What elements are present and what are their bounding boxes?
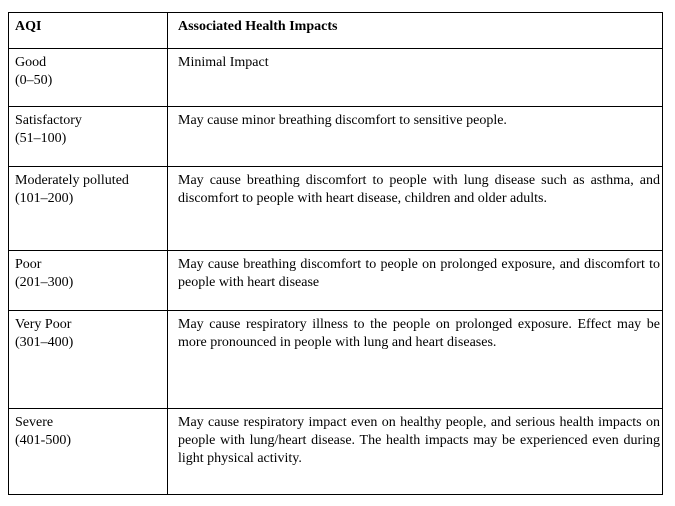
- aqi-range: (51–100): [15, 131, 67, 146]
- table-row: Good (0–50) Minimal Impact: [8, 48, 663, 107]
- table-row: Poor (201–300) May cause breathing disco…: [8, 250, 663, 311]
- aqi-range: (201–300): [15, 275, 74, 290]
- aqi-category: Severe: [15, 415, 54, 430]
- table-row: Severe (401-500) May cause respiratory i…: [8, 408, 663, 495]
- aqi-category: Satisfactory: [15, 113, 82, 128]
- table-row: Moderately polluted (101–200) May cause …: [8, 166, 663, 251]
- impact-cell: Minimal Impact: [167, 48, 663, 107]
- aqi-category: Very Poor: [15, 317, 72, 332]
- header-health-impacts: Associated Health Impacts: [167, 12, 663, 49]
- table-row: Very Poor (301–400) May cause respirator…: [8, 310, 663, 409]
- aqi-cell: Severe (401-500): [8, 408, 168, 495]
- impact-cell: May cause breathing discomfort to people…: [167, 250, 663, 311]
- aqi-category: Poor: [15, 257, 42, 272]
- aqi-cell: Satisfactory (51–100): [8, 106, 168, 167]
- aqi-category: Moderately polluted: [15, 173, 129, 188]
- aqi-range: (301–400): [15, 335, 74, 350]
- table-row: Satisfactory (51–100) May cause minor br…: [8, 106, 663, 167]
- aqi-range: (0–50): [15, 73, 53, 88]
- impact-cell: May cause respiratory impact even on hea…: [167, 408, 663, 495]
- aqi-cell: Moderately polluted (101–200): [8, 166, 168, 251]
- aqi-table: AQI Associated Health Impacts Good (0–50…: [8, 12, 663, 495]
- aqi-cell: Very Poor (301–400): [8, 310, 168, 409]
- header-row: AQI Associated Health Impacts: [8, 12, 663, 49]
- impact-cell: May cause minor breathing discomfort to …: [167, 106, 663, 167]
- impact-cell: May cause breathing discomfort to people…: [167, 166, 663, 251]
- impact-cell: May cause respiratory illness to the peo…: [167, 310, 663, 409]
- aqi-category: Good: [15, 55, 47, 70]
- aqi-cell: Good (0–50): [8, 48, 168, 107]
- header-aqi: AQI: [8, 12, 168, 49]
- aqi-range: (101–200): [15, 191, 74, 206]
- aqi-range: (401-500): [15, 433, 71, 448]
- aqi-cell: Poor (201–300): [8, 250, 168, 311]
